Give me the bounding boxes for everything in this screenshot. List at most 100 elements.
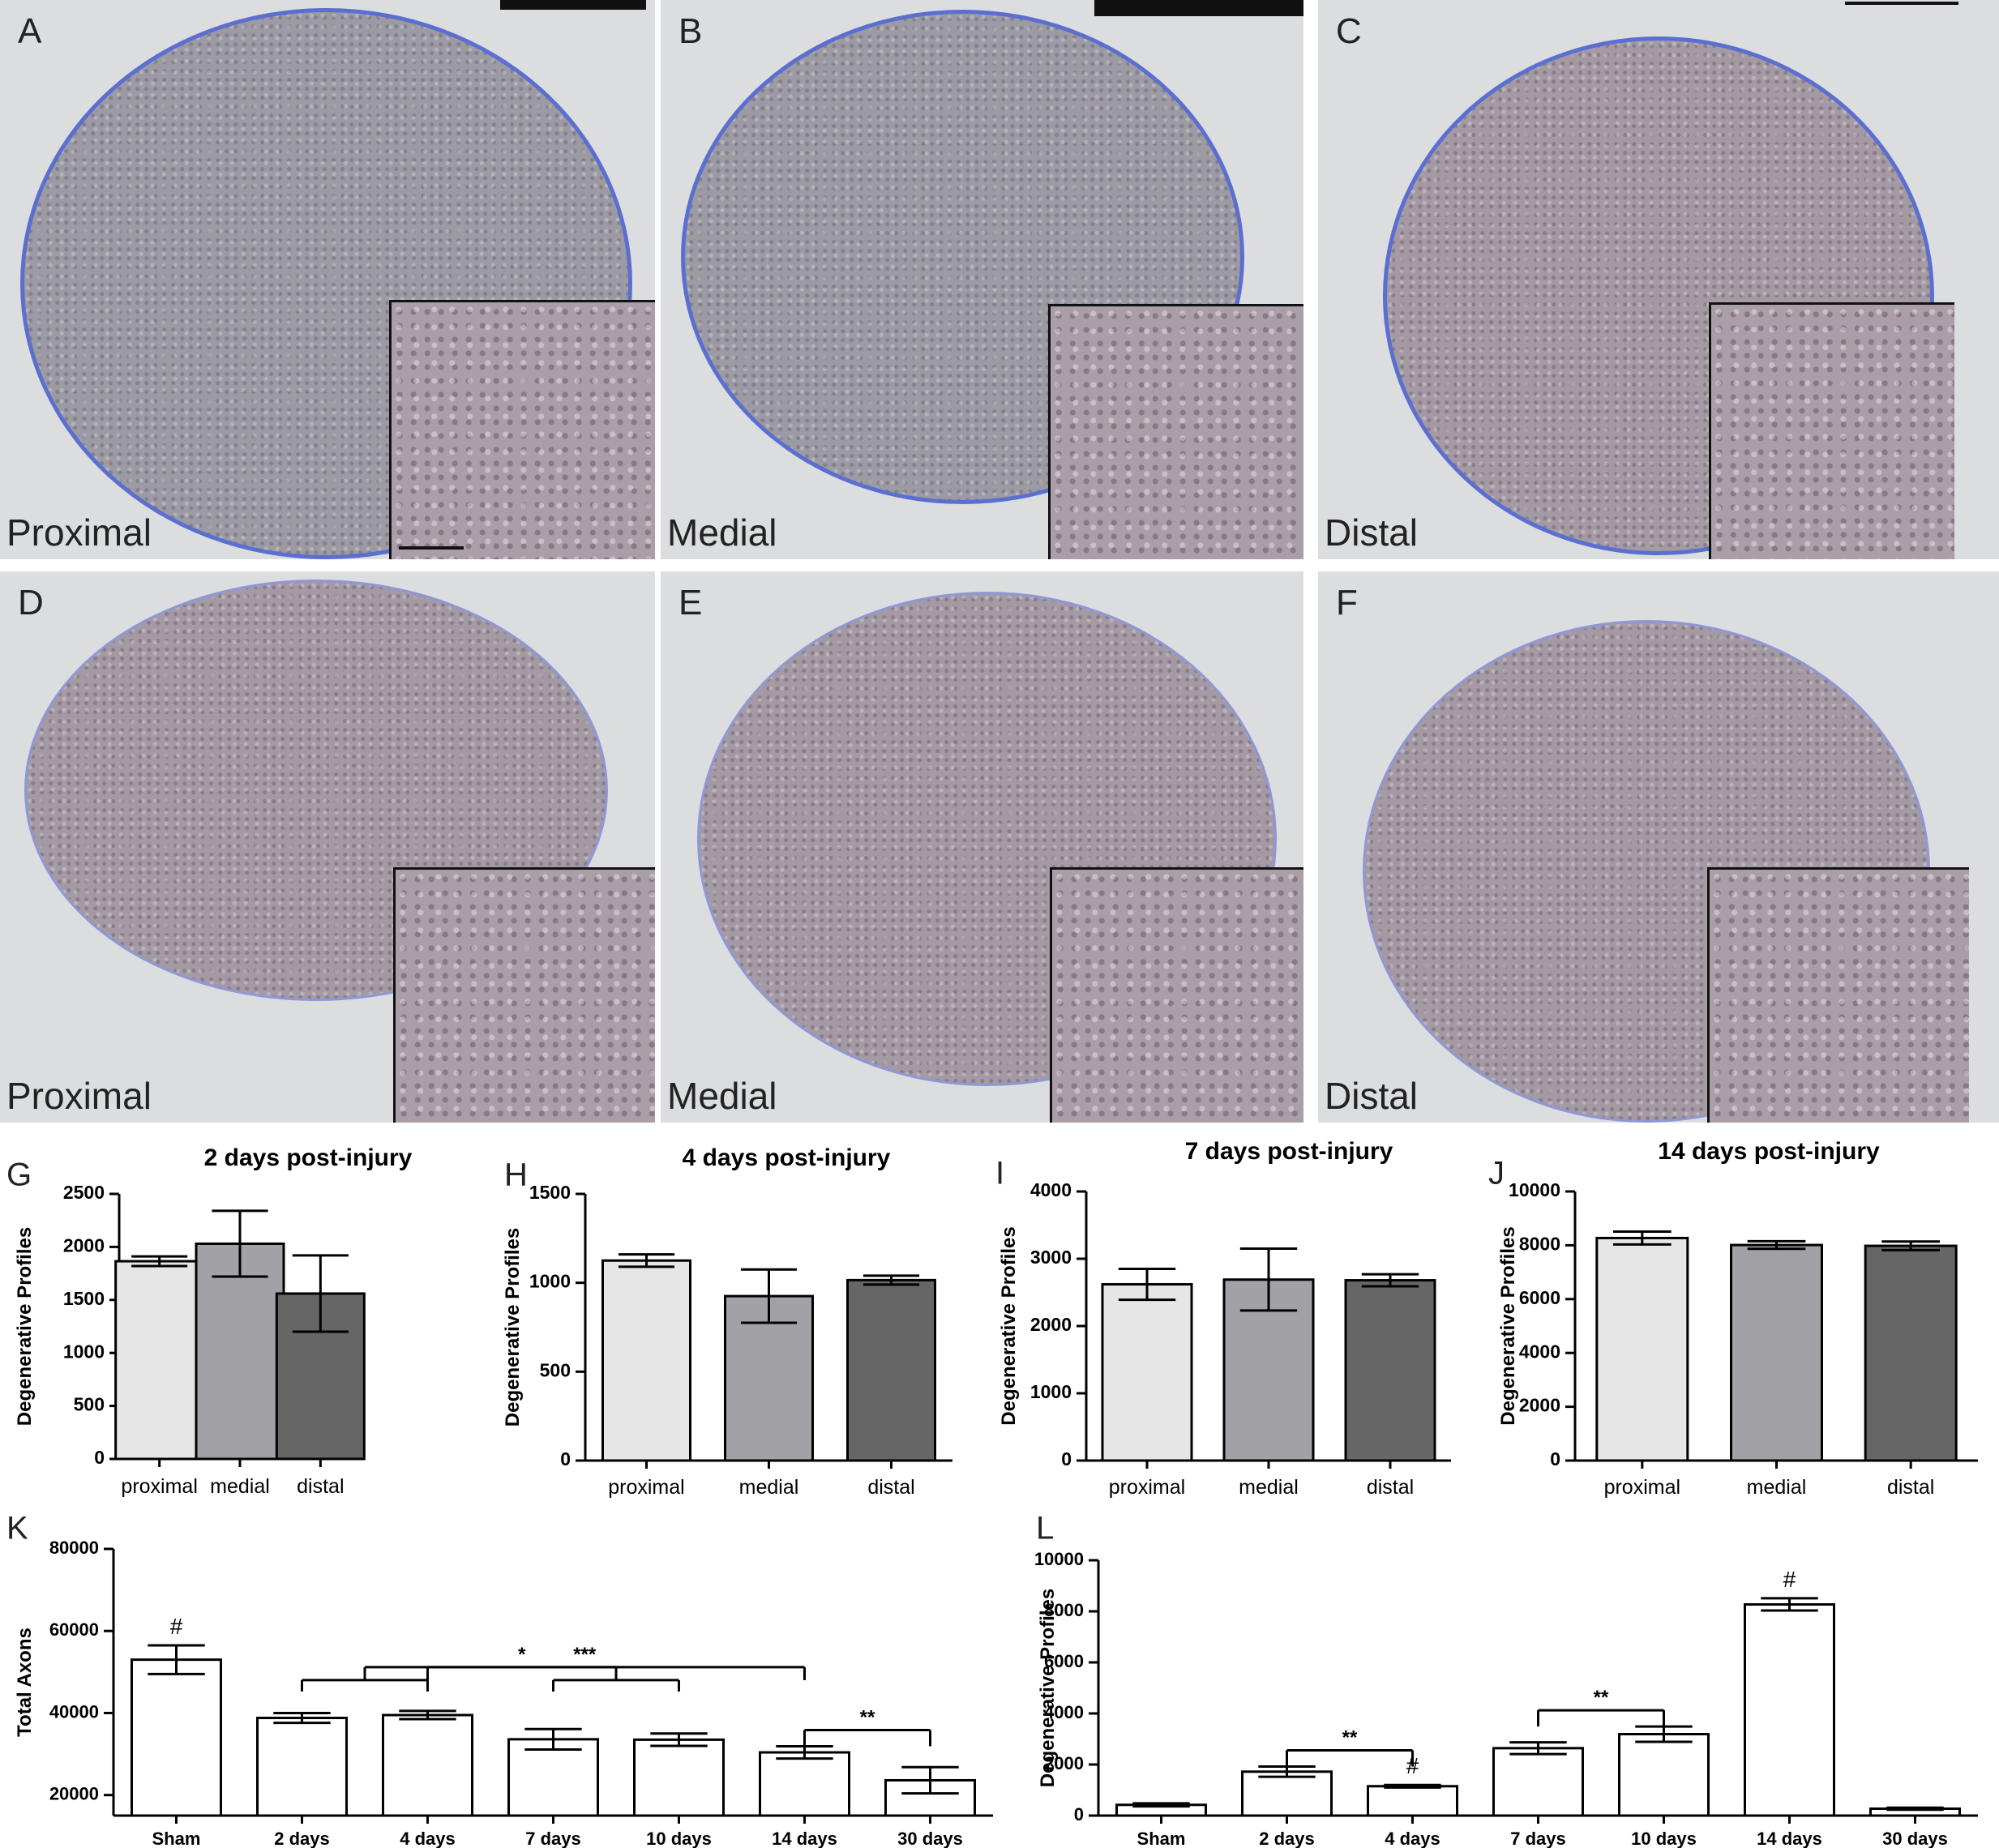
panel-caption: Distal: [1325, 511, 1419, 554]
x-tick-label: 30 days: [897, 1829, 963, 1848]
y-tick-label: 0: [1074, 1804, 1084, 1824]
x-tick-label: 10 days: [646, 1829, 712, 1848]
micrograph-panel-d: D Proximal: [0, 571, 655, 1123]
chart-title: 4 days post-injury: [683, 1144, 891, 1171]
y-tick-label: 3000: [1030, 1247, 1072, 1268]
x-tick-label: Sham: [152, 1829, 201, 1848]
y-tick-label: 0: [1550, 1448, 1560, 1469]
magnified-inset: [1709, 302, 1954, 559]
x-tick-label: proximal: [121, 1475, 197, 1498]
x-tick-label: 7 days: [1510, 1829, 1566, 1848]
panel-caption: Distal: [1325, 1075, 1419, 1117]
y-tick-label: 1000: [529, 1271, 571, 1292]
panel-caption: Medial: [667, 1075, 777, 1117]
y-tick-label: 4000: [1519, 1341, 1560, 1362]
bar: [633, 1738, 725, 1817]
x-tick-label: 7 days: [525, 1829, 581, 1848]
panel-letter: E: [678, 583, 703, 622]
x-tick-label: medial: [1239, 1476, 1299, 1499]
y-axis-label: Total Axons: [14, 1628, 36, 1737]
bar: [382, 1713, 473, 1817]
y-tick-label: 6000: [1044, 1651, 1084, 1671]
x-tick-label: Sham: [1137, 1829, 1186, 1848]
magnified-inset: [1707, 867, 1969, 1123]
x-tick-label: proximal: [1109, 1476, 1185, 1499]
x-tick-label: 2 days: [1259, 1829, 1315, 1848]
bar: [1864, 1244, 1958, 1462]
panel-letter: A: [18, 11, 42, 51]
x-tick-label: medial: [1747, 1476, 1807, 1499]
y-tick-label: 4000: [1044, 1702, 1084, 1722]
magnified-inset: [393, 867, 655, 1123]
chart-panel-letter: K: [6, 1511, 28, 1546]
bar: [1730, 1243, 1823, 1462]
y-tick-label: 80000: [49, 1538, 99, 1558]
x-tick-label: 10 days: [1631, 1829, 1697, 1848]
y-tick-label: 6000: [1519, 1287, 1560, 1308]
y-tick-label: 500: [74, 1394, 105, 1415]
significance-mark: **: [1342, 1727, 1358, 1749]
x-tick-label: 4 days: [1385, 1829, 1440, 1848]
significance-mark: **: [1594, 1687, 1609, 1709]
significance-mark: *: [518, 1644, 526, 1666]
chart-title: 2 days post-injury: [204, 1144, 413, 1171]
nerve-cross-section: [681, 10, 1244, 504]
chart-panel-letter: G: [6, 1157, 32, 1193]
panel-letter: C: [1336, 11, 1362, 51]
micrograph-panel-a: A Proximal: [0, 0, 655, 559]
y-tick-label: 0: [94, 1447, 105, 1468]
bar: [1344, 1279, 1436, 1462]
x-tick-label: 2 days: [274, 1829, 330, 1848]
significance-mark: #: [1783, 1567, 1796, 1592]
x-tick-label: medial: [739, 1476, 799, 1499]
x-tick-label: 30 days: [1882, 1829, 1948, 1848]
y-tick-label: 0: [560, 1448, 571, 1469]
chart-panel-letter: J: [1488, 1156, 1505, 1191]
scale-bar: [500, 0, 646, 10]
x-tick-label: distal: [1887, 1476, 1934, 1499]
bar: [1595, 1236, 1689, 1462]
y-tick-label: 2000: [63, 1234, 105, 1256]
bar: [256, 1717, 348, 1817]
y-tick-label: 20000: [49, 1784, 99, 1804]
scale-bar: [1845, 2, 1958, 5]
bar: [1101, 1283, 1193, 1462]
y-axis-label: Degenerative Profiles: [14, 1227, 36, 1426]
bar: [507, 1738, 599, 1817]
significance-mark: ***: [573, 1644, 597, 1666]
bar: [1367, 1785, 1458, 1817]
micrograph-panel-f: F Distal: [1318, 571, 1999, 1123]
y-tick-label: 500: [540, 1359, 571, 1380]
bar: [131, 1658, 222, 1817]
chart-panel-letter: I: [995, 1156, 1004, 1191]
x-tick-label: distal: [1367, 1476, 1414, 1499]
y-axis-label: Degenerative Profiles: [502, 1228, 524, 1427]
x-tick-label: 14 days: [1757, 1829, 1822, 1848]
y-tick-label: 4000: [1030, 1179, 1072, 1200]
x-tick-label: distal: [867, 1476, 914, 1499]
chart-panel-letter: L: [1036, 1511, 1054, 1546]
significance-mark: #: [170, 1614, 183, 1639]
y-tick-label: 0: [1061, 1448, 1072, 1469]
y-tick-label: 1500: [529, 1182, 571, 1203]
magnified-inset: [1048, 304, 1303, 559]
micrograph-panel-e: E Medial: [661, 571, 1303, 1123]
y-axis-label: Degenerative Profiles: [1037, 1589, 1059, 1787]
bar: [1492, 1747, 1584, 1817]
y-tick-label: 60000: [49, 1619, 99, 1640]
x-tick-label: proximal: [608, 1476, 684, 1499]
bar: [1744, 1602, 1835, 1817]
magnified-inset: [1050, 867, 1303, 1123]
y-tick-label: 10000: [1034, 1549, 1084, 1569]
panel-caption: Medial: [667, 511, 777, 554]
bar: [846, 1278, 936, 1462]
inset-scale-bar: [399, 546, 464, 550]
bar: [1241, 1770, 1333, 1817]
y-tick-label: 8000: [1044, 1600, 1084, 1620]
y-tick-label: 1000: [63, 1341, 105, 1362]
bar: [275, 1292, 366, 1461]
panel-letter: B: [678, 11, 703, 51]
y-axis-label: Degenerative Profiles: [998, 1226, 1020, 1425]
bar: [1618, 1733, 1710, 1817]
